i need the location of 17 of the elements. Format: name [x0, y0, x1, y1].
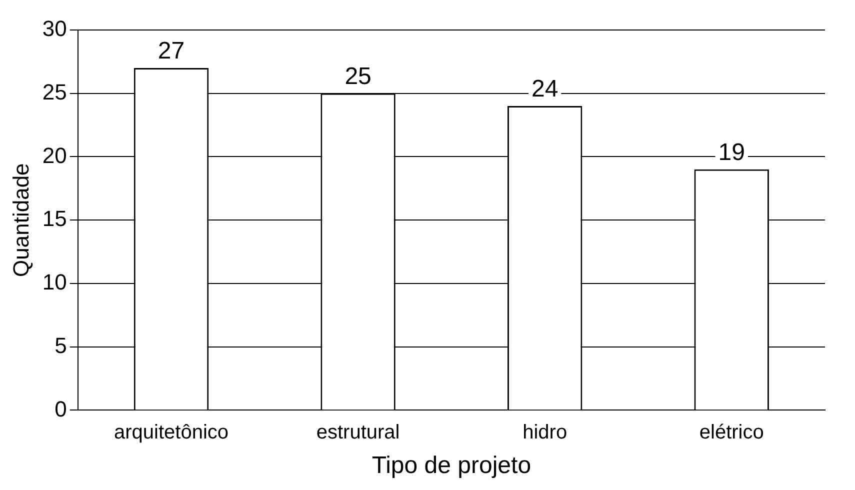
data-label: 19 — [718, 139, 745, 166]
y-tick-label: 15 — [42, 206, 67, 232]
y-tick-label: 5 — [54, 332, 67, 358]
x-axis-title: Tipo de projeto — [372, 452, 532, 480]
x-tick-label: estrutural — [316, 422, 400, 444]
data-label: 24 — [531, 76, 558, 103]
y-tick-label: 20 — [42, 142, 67, 168]
y-tick-label: 25 — [42, 79, 67, 104]
x-tick-label: hidro — [522, 422, 568, 444]
y-axis-title: Quantidade — [8, 163, 34, 277]
y-tick-label: 30 — [42, 16, 67, 42]
y-tick-label: 10 — [42, 270, 67, 295]
y-tick-label: 0 — [54, 396, 67, 422]
x-tick-label: elétrico — [699, 422, 764, 444]
data-label: 27 — [158, 38, 185, 65]
data-label: 25 — [344, 62, 372, 90]
x-tick-label: arquitetônico — [114, 422, 229, 444]
